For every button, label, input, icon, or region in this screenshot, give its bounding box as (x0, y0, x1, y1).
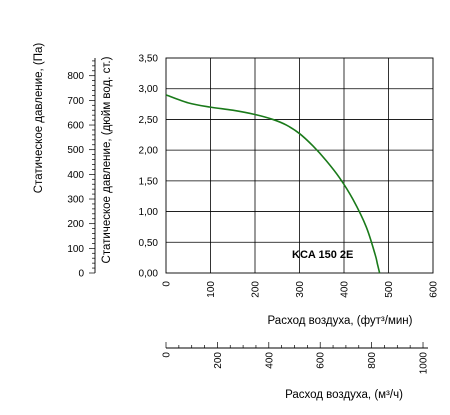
x-tick-label-m3h: 800 (367, 352, 378, 369)
x-tick-label-cfm: 500 (384, 281, 395, 298)
y-tick-label-pa: 600 (67, 121, 84, 132)
y-tick-label-pa: 300 (67, 195, 84, 206)
plot-frame (165, 57, 434, 274)
y-tick-label-pa: 200 (67, 219, 84, 230)
y-axis-label-inch: Статическое давление, (дюйм вод. ст.) (101, 56, 113, 263)
x-tick-label-cfm: 200 (251, 281, 262, 298)
performance-curve (165, 94, 381, 274)
x-axis-label-cfm: Расход воздуха, (фут³/мин) (268, 315, 413, 327)
x-tick-label-cfm: 600 (429, 281, 440, 298)
y-tick-label-inch: 3,50 (139, 54, 159, 65)
y-tick-label-pa: 700 (67, 96, 84, 107)
y-tick-label-inch: 0,00 (139, 269, 159, 280)
x-tick-label-cfm: 100 (206, 281, 217, 298)
model-annotation: KCA 150 2E (292, 249, 353, 261)
x-tick-label-m3h: 0 (162, 352, 173, 358)
y-tick-label-pa: 100 (67, 244, 84, 255)
y-tick-label-inch: 1,50 (139, 176, 159, 187)
chart-marks: 0 100 200 300 400 500 600 0,00 0,50 1,00 1,50 2,00 2… (67, 54, 439, 375)
x-axis-label-m3h: Расход воздуха, (м³/ч) (285, 389, 403, 401)
y-tick-label-pa: 500 (67, 145, 84, 156)
x-tick-label-m3h: 600 (316, 352, 327, 369)
y-tick-label-pa: 800 (67, 71, 84, 82)
x-tick-label-m3h: 400 (264, 352, 275, 369)
y-tick-label-inch: 2,00 (139, 146, 159, 157)
y-tick-label-pa: 400 (67, 170, 84, 181)
x-tick-label-m3h: 1000 (419, 352, 430, 375)
y-axis-label-pa: Статическое давление, (Па) (33, 43, 45, 194)
y-tick-label-pa: 0 (78, 269, 84, 280)
plot-grid (166, 58, 433, 273)
y-tick-label-inch: 2,50 (139, 115, 159, 126)
y-tick-label-inch: 3,00 (139, 84, 159, 95)
x-tick-label-cfm: 0 (162, 281, 173, 287)
y-tick-label-inch: 1,00 (139, 207, 159, 218)
x-tick-label-cfm: 400 (340, 281, 351, 298)
x-tick-label-cfm: 300 (295, 281, 306, 298)
y-tick-label-inch: 0,50 (139, 238, 159, 249)
x-tick-label-m3h: 200 (213, 352, 224, 369)
